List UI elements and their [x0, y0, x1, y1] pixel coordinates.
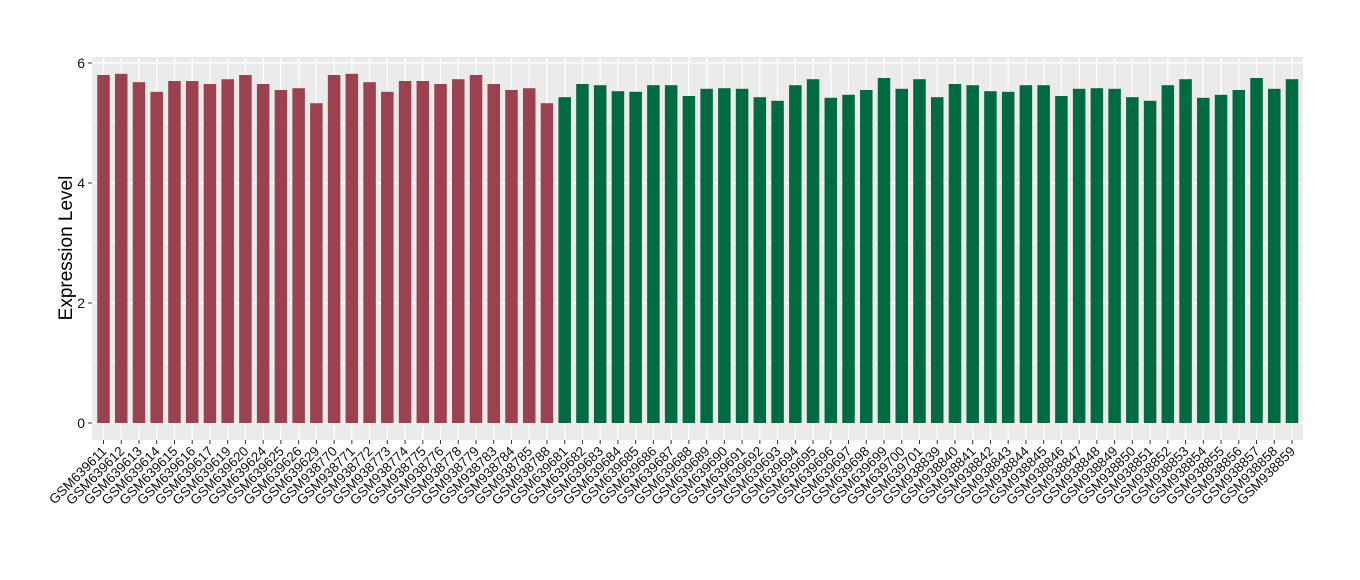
bar — [664, 85, 678, 423]
bar — [611, 91, 625, 423]
bar — [327, 75, 341, 423]
bar — [700, 88, 713, 424]
bar — [593, 85, 607, 423]
bar — [877, 78, 891, 423]
bar — [469, 75, 483, 423]
bar — [221, 79, 234, 423]
bar — [558, 97, 571, 423]
bar — [363, 82, 376, 423]
bar — [345, 73, 359, 424]
bar — [292, 88, 305, 423]
bar — [381, 91, 394, 424]
bar — [824, 97, 838, 424]
bar — [416, 81, 430, 423]
bar — [132, 82, 146, 423]
bar — [806, 79, 820, 423]
bar — [895, 88, 908, 424]
bar — [1161, 85, 1175, 423]
bar — [1232, 90, 1246, 423]
bar — [647, 85, 660, 423]
bar — [1179, 79, 1192, 423]
bar — [771, 100, 784, 424]
bar — [487, 84, 501, 423]
bar — [114, 73, 128, 424]
bar — [1108, 88, 1121, 424]
bar — [966, 85, 979, 423]
bar — [1072, 88, 1086, 424]
bar — [860, 90, 873, 423]
bar — [239, 75, 252, 423]
bar — [753, 97, 767, 423]
y-tick-label: 0 — [77, 415, 85, 431]
bar — [1001, 91, 1015, 424]
bar — [1214, 94, 1228, 424]
bar — [434, 84, 447, 423]
bar — [540, 103, 554, 423]
bar — [576, 84, 589, 423]
bar — [913, 79, 926, 423]
bar — [930, 97, 944, 423]
bar — [629, 91, 642, 424]
bar — [185, 81, 199, 423]
bar — [735, 88, 749, 424]
bar — [1250, 78, 1263, 423]
plot-panel — [92, 57, 1303, 440]
bar — [718, 88, 731, 423]
bar — [1019, 85, 1033, 423]
y-tick-label: 2 — [77, 295, 85, 311]
bar — [1143, 100, 1157, 424]
bar — [274, 90, 288, 423]
bar — [398, 81, 412, 423]
bar — [948, 84, 962, 423]
bar — [203, 84, 217, 423]
bar — [505, 90, 518, 423]
bar — [1126, 97, 1139, 423]
bar — [682, 96, 696, 423]
bar — [1037, 85, 1050, 423]
bar — [842, 94, 855, 424]
bar — [452, 79, 465, 423]
bar — [789, 85, 802, 423]
bar — [168, 81, 181, 423]
bar — [1055, 96, 1068, 423]
y-tick-label: 4 — [77, 175, 85, 191]
bar — [256, 84, 270, 423]
bar — [984, 91, 997, 423]
bar — [310, 103, 323, 423]
y-tick-label: 6 — [77, 55, 85, 71]
bar — [1197, 97, 1210, 424]
bar — [150, 91, 163, 424]
bar — [97, 75, 110, 423]
bar — [522, 88, 536, 423]
y-axis-label: Expression Level — [56, 176, 77, 321]
bar — [1090, 88, 1104, 423]
bar — [1285, 79, 1299, 423]
bar — [1268, 88, 1281, 424]
